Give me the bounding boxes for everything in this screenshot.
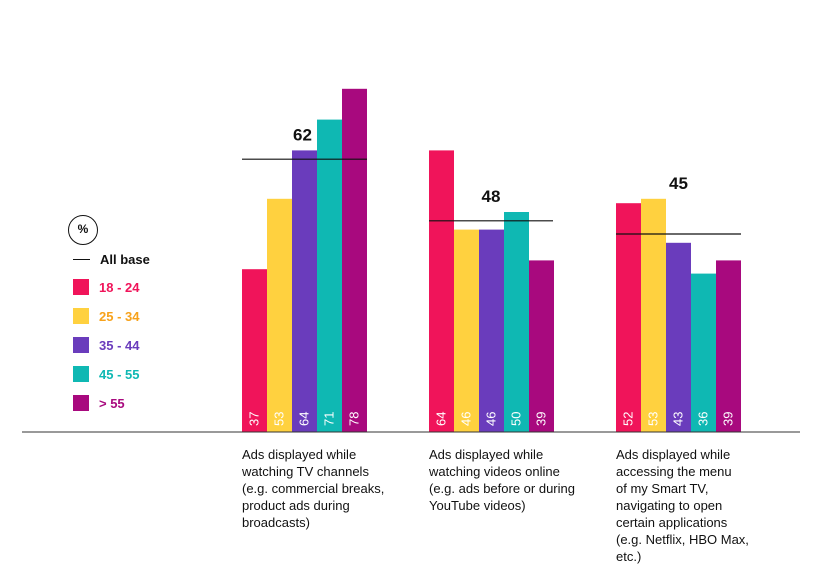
bar-value-label: 78 (347, 412, 362, 426)
bar (429, 150, 454, 432)
bar (342, 88, 367, 433)
legend-label-all-base: All base (100, 251, 150, 267)
category-label-line: Ads displayed while (429, 447, 544, 462)
category-label-smart-tv-menu: Ads displayed while accessing the menu of … (616, 446, 776, 565)
bar (616, 203, 641, 432)
bar-value-label: 53 (646, 412, 661, 426)
bar (504, 212, 529, 432)
bar (242, 269, 267, 432)
category-label-line: YouTube videos) (429, 498, 526, 513)
category-label-videos-online: Ads displayed while watching videos onlin… (429, 446, 589, 514)
bar-value-label: 50 (509, 412, 524, 426)
bar-value-label: 46 (459, 412, 474, 426)
category-label-tv-channels: Ads displayed while watching TV channels (… (242, 446, 402, 531)
all-base-value-label: 45 (669, 174, 688, 193)
bar-value-label: 64 (434, 412, 449, 426)
bar (529, 260, 554, 432)
bar (691, 273, 716, 432)
bar-value-label: 39 (534, 412, 549, 426)
legend-item-45-55: 45 - 55 (73, 365, 139, 383)
legend-item-25-34: 25 - 34 (73, 307, 139, 325)
bar (641, 198, 666, 432)
bar-value-label: 43 (671, 412, 686, 426)
category-label-line: etc.) (616, 549, 642, 564)
category-label-line: Ads displayed while (616, 447, 731, 462)
bar (666, 242, 691, 432)
category-label-line: certain applications (616, 515, 728, 530)
legend-item-over-55: > 55 (73, 394, 125, 412)
legend-label: 25 - 34 (99, 308, 140, 324)
bar-value-label: 71 (322, 412, 337, 426)
bar-value-label: 39 (721, 412, 736, 426)
category-label-line: product ads during (242, 498, 350, 513)
legend-swatch (73, 279, 89, 295)
legend-swatch (73, 308, 89, 324)
category-label-line: (e.g. ads before or during (429, 481, 575, 496)
bar-value-label: 36 (696, 412, 711, 426)
category-label-line: (e.g. Netflix, HBO Max, (616, 532, 749, 547)
category-label-line: (e.g. commercial breaks, (242, 481, 385, 496)
bar-value-label: 46 (484, 412, 499, 426)
all-base-value-label: 62 (293, 125, 312, 144)
bar (454, 229, 479, 432)
bar (267, 198, 292, 432)
percent-unit-badge: % (68, 215, 98, 245)
legend-item-all-base: All base (73, 250, 150, 268)
bar (716, 260, 741, 432)
bar-value-label: 64 (297, 412, 312, 426)
legend-label: 45 - 55 (99, 366, 140, 382)
legend-swatch (73, 395, 89, 411)
legend-swatch (73, 337, 89, 353)
legend-label: > 55 (99, 395, 125, 411)
bar-value-label: 52 (621, 412, 636, 426)
all-base-line-icon (73, 258, 90, 260)
legend-item-35-44: 35 - 44 (73, 336, 139, 354)
category-label-line: watching videos online (429, 464, 560, 479)
category-label-line: accessing the menu (616, 464, 732, 479)
legend-swatch (73, 366, 89, 382)
category-label-line: navigating to open (616, 498, 723, 513)
all-base-value-label: 48 (482, 187, 501, 206)
legend: % All base 18 - 24 25 - 34 35 - 44 45 - … (66, 215, 226, 415)
category-label-line: Ads displayed while (242, 447, 357, 462)
category-label-line: of my Smart TV, (616, 481, 709, 496)
bar (317, 119, 342, 432)
legend-item-18-24: 18 - 24 (73, 278, 139, 296)
category-label-line: broadcasts) (242, 515, 310, 530)
legend-label: 18 - 24 (99, 279, 140, 295)
bar-value-label: 53 (272, 412, 287, 426)
bar-value-label: 37 (247, 412, 262, 426)
bar (479, 229, 504, 432)
category-label-line: watching TV channels (242, 464, 369, 479)
legend-label: 35 - 44 (99, 337, 140, 353)
bar (292, 150, 317, 432)
